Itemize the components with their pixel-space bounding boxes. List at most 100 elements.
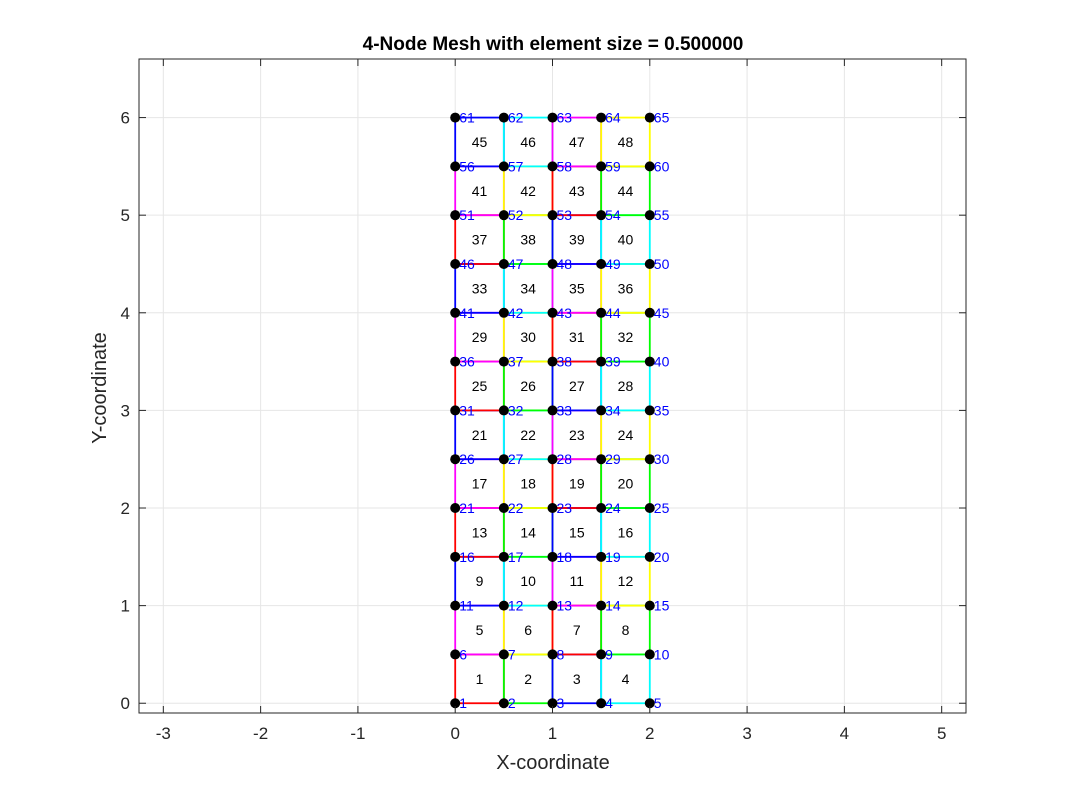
node-number: 44: [605, 305, 621, 321]
axes-frame: [138, 58, 967, 714]
node-number: 59: [605, 158, 621, 174]
node-number: 36: [459, 354, 475, 370]
mesh-node: [644, 112, 655, 123]
node-number: 13: [557, 598, 573, 614]
node-number: 64: [605, 110, 621, 126]
mesh-node: [596, 698, 607, 709]
element-number: 23: [569, 427, 585, 443]
element-number: 4: [622, 671, 630, 687]
node-number: 21: [459, 500, 475, 516]
element-number: 39: [569, 232, 585, 248]
axes-box: [138, 58, 967, 714]
mesh-node: [498, 210, 509, 221]
x-tick-label: 1: [548, 724, 557, 743]
node-number: 23: [557, 500, 573, 516]
x-tick-label: -1: [350, 724, 365, 743]
mesh-node: [547, 356, 558, 367]
element-number: 37: [472, 232, 488, 248]
node-number: 54: [605, 207, 621, 223]
mesh-node: [450, 258, 461, 269]
mesh-node: [644, 405, 655, 416]
x-tick-label: 5: [937, 724, 946, 743]
element-number: 19: [569, 476, 585, 492]
mesh-node: [450, 405, 461, 416]
element-number: 12: [618, 573, 634, 589]
mesh-node: [498, 551, 509, 562]
element-number: 47: [569, 134, 585, 150]
node-number: 47: [508, 256, 524, 272]
mesh-node: [644, 161, 655, 172]
x-tick-label: 4: [840, 724, 849, 743]
node-number: 17: [508, 549, 524, 565]
mesh-node: [498, 649, 509, 660]
mesh-node: [498, 600, 509, 611]
element-number: 27: [569, 378, 585, 394]
node-number: 43: [557, 305, 573, 321]
element-number: 9: [476, 573, 484, 589]
mesh-node: [498, 356, 509, 367]
element-number: 7: [573, 622, 581, 638]
node-number: 30: [654, 451, 670, 467]
mesh-node: [498, 698, 509, 709]
element-number: 1: [476, 671, 484, 687]
mesh-node: [498, 503, 509, 514]
node-number: 7: [508, 646, 516, 662]
node-number: 19: [605, 549, 621, 565]
y-axis-label: Y-coordinate: [89, 332, 111, 444]
node-number: 25: [654, 500, 670, 516]
mesh-node: [596, 210, 607, 221]
y-tick-label: 6: [121, 109, 130, 128]
mesh-node: [644, 210, 655, 221]
element-number: 18: [520, 476, 536, 492]
mesh-node: [644, 258, 655, 269]
mesh-node: [596, 258, 607, 269]
node-number: 65: [654, 110, 670, 126]
mesh-node: [644, 698, 655, 709]
element-number: 45: [472, 134, 488, 150]
x-tick-label: -2: [253, 724, 268, 743]
element-number: 35: [569, 280, 585, 296]
node-number: 31: [459, 402, 475, 418]
mesh-node: [450, 356, 461, 367]
node-number: 18: [557, 549, 573, 565]
node-number: 5: [654, 695, 662, 711]
mesh-node: [596, 161, 607, 172]
node-number: 3: [557, 695, 565, 711]
mesh-node: [547, 307, 558, 318]
node-number: 55: [654, 207, 670, 223]
mesh-node: [644, 307, 655, 318]
element-number: 48: [618, 134, 634, 150]
node-number: 16: [459, 549, 475, 565]
mesh-node: [547, 649, 558, 660]
node-number: 62: [508, 110, 524, 126]
element-number: 29: [472, 329, 488, 345]
mesh-node: [547, 503, 558, 514]
mesh-node: [547, 551, 558, 562]
element-number: 10: [520, 573, 536, 589]
mesh-node: [450, 454, 461, 465]
mesh-node: [498, 161, 509, 172]
element-number: 46: [520, 134, 536, 150]
node-number: 51: [459, 207, 475, 223]
mesh-node: [596, 112, 607, 123]
mesh-node: [644, 551, 655, 562]
node-number: 9: [605, 646, 613, 662]
x-tick-label: 0: [450, 724, 459, 743]
mesh-node: [596, 356, 607, 367]
element-number: 3: [573, 671, 581, 687]
node-number: 63: [557, 110, 573, 126]
node-number: 24: [605, 500, 621, 516]
node-number: 33: [557, 402, 573, 418]
mesh-node: [644, 600, 655, 611]
node-number: 20: [654, 549, 670, 565]
element-number: 34: [520, 280, 536, 296]
mesh-node: [547, 454, 558, 465]
x-tick-label: 3: [742, 724, 751, 743]
element-number: 36: [618, 280, 634, 296]
mesh-node: [547, 161, 558, 172]
mesh-node: [596, 551, 607, 562]
node-number: 58: [557, 158, 573, 174]
node-number: 26: [459, 451, 475, 467]
node-number: 4: [605, 695, 613, 711]
